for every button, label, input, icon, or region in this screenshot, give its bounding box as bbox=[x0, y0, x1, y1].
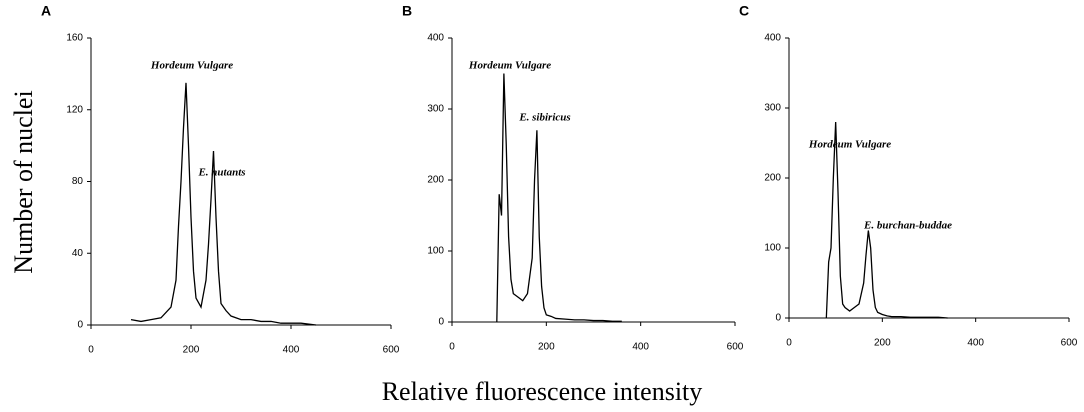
panel-label: A bbox=[41, 3, 51, 19]
y-tick-label: 160 bbox=[66, 33, 83, 44]
annotation: Hordeum Vulgare bbox=[468, 60, 551, 72]
annotation: Hordeum Vulgare bbox=[808, 139, 891, 151]
y-tick-label: 300 bbox=[764, 103, 781, 114]
x-tick-label: 0 bbox=[786, 338, 792, 349]
x-axis-label: Relative fluorescence intensity bbox=[382, 377, 703, 406]
histogram-line bbox=[825, 121, 948, 319]
x-tick-label: 600 bbox=[727, 342, 744, 353]
y-tick-label: 200 bbox=[427, 175, 444, 186]
annotation: E. nutants bbox=[197, 167, 245, 179]
y-tick-label: 200 bbox=[764, 173, 781, 184]
y-tick-label: 120 bbox=[66, 104, 83, 115]
y-tick-label: 0 bbox=[77, 320, 83, 331]
panel-label: B bbox=[402, 3, 412, 19]
x-tick-label: 200 bbox=[183, 345, 200, 356]
x-tick-label: 600 bbox=[1061, 338, 1078, 349]
x-tick-label: 200 bbox=[538, 342, 555, 353]
x-tick-label: 600 bbox=[383, 345, 400, 356]
y-tick-label: 100 bbox=[427, 246, 444, 257]
annotation: E. sibiricus bbox=[518, 112, 570, 124]
y-tick-label: 100 bbox=[764, 243, 781, 254]
y-tick-label: 400 bbox=[427, 33, 444, 44]
x-tick-label: 0 bbox=[88, 345, 94, 356]
annotation: E. burchan-buddae bbox=[863, 220, 952, 232]
y-tick-label: 0 bbox=[438, 317, 444, 328]
x-tick-label: 400 bbox=[283, 345, 300, 356]
x-tick-label: 0 bbox=[449, 342, 455, 353]
annotation: Hordeum Vulgare bbox=[150, 60, 233, 72]
x-tick-label: 200 bbox=[874, 338, 891, 349]
y-tick-label: 40 bbox=[72, 248, 84, 259]
panel-label: C bbox=[739, 3, 749, 19]
y-tick-label: 400 bbox=[764, 33, 781, 44]
x-tick-label: 400 bbox=[967, 338, 984, 349]
histogram-line bbox=[496, 73, 622, 323]
y-axis-label: Number of nuclei bbox=[9, 90, 38, 273]
y-tick-label: 0 bbox=[775, 313, 781, 324]
histogram-line bbox=[130, 82, 317, 326]
x-tick-label: 400 bbox=[632, 342, 649, 353]
y-tick-label: 80 bbox=[72, 176, 84, 187]
y-tick-label: 300 bbox=[427, 104, 444, 115]
